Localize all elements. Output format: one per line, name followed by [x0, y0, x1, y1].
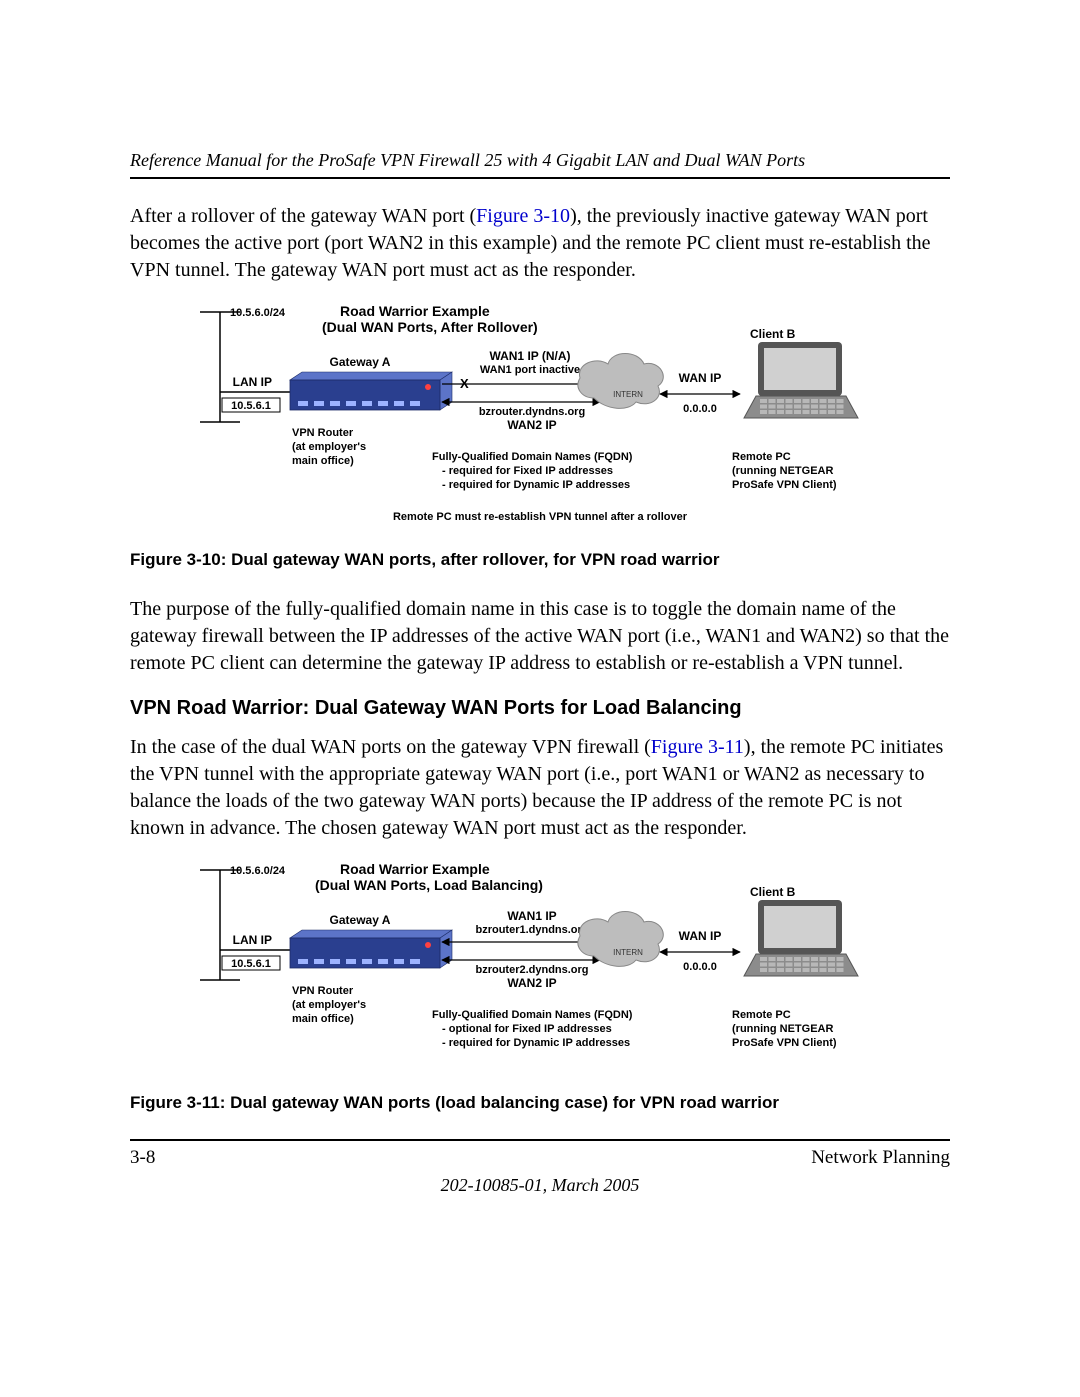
svg-text:(running NETGEAR: (running NETGEAR — [732, 1023, 833, 1035]
running-header: Reference Manual for the ProSafe VPN Fir… — [130, 150, 950, 171]
svg-text:main office): main office) — [292, 1013, 354, 1025]
svg-text:bzrouter.dyndns.org: bzrouter.dyndns.org — [479, 406, 585, 418]
svg-text:(Dual WAN Ports, Load Balancin: (Dual WAN Ports, Load Balancing) — [315, 877, 543, 893]
svg-text:VPN Router: VPN Router — [292, 985, 354, 997]
svg-text:Client B: Client B — [750, 327, 796, 341]
svg-text:Fully-Qualified Domain Names (: Fully-Qualified Domain Names (FQDN) — [432, 451, 633, 463]
figure-3-10-svg: 10.5.6.0/24 Road Warrior Example(Dual WAN… — [160, 302, 920, 542]
svg-text:LAN IP: LAN IP — [233, 375, 272, 389]
svg-text:Gateway A: Gateway A — [330, 913, 391, 927]
svg-text:ProSafe VPN Client): ProSafe VPN Client) — [732, 479, 837, 491]
header-rule — [130, 177, 950, 179]
svg-text:- optional for Fixed IP addres: - optional for Fixed IP addresses — [442, 1023, 612, 1035]
svg-text:(running NETGEAR: (running NETGEAR — [732, 465, 833, 477]
para3-pre: In the case of the dual WAN ports on the… — [130, 736, 651, 758]
svg-text:10.5.6.1: 10.5.6.1 — [231, 400, 271, 412]
footer-row: 3-8 Network Planning — [130, 1147, 950, 1169]
svg-text:WAN IP: WAN IP — [679, 929, 722, 943]
svg-text:- required for Dynamic IP addr: - required for Dynamic IP addresses — [442, 479, 630, 491]
paragraph-1: After a rollover of the gateway WAN port… — [130, 203, 950, 284]
svg-text:- required for Fixed IP addres: - required for Fixed IP addresses — [442, 465, 613, 477]
svg-text:10.5.6.0/24: 10.5.6.0/24 — [230, 865, 286, 877]
svg-text:Road Warrior Example: Road Warrior Example — [340, 861, 490, 877]
svg-text:WAN1 IP (N/A): WAN1 IP (N/A) — [489, 349, 570, 363]
svg-text:(Dual WAN Ports, After Rollove: (Dual WAN Ports, After Rollover) — [322, 319, 538, 335]
svg-text:0.0.0.0: 0.0.0.0 — [683, 961, 717, 973]
paragraph-3: In the case of the dual WAN ports on the… — [130, 734, 950, 842]
svg-text:0.0.0.0: 0.0.0.0 — [683, 403, 717, 415]
svg-text:LAN IP: LAN IP — [233, 933, 272, 947]
svg-text:Fully-Qualified Domain Names (: Fully-Qualified Domain Names (FQDN) — [432, 1009, 633, 1021]
footer-rule — [130, 1139, 950, 1141]
svg-text:X: X — [460, 376, 469, 391]
svg-text:(at employer's: (at employer's — [292, 441, 366, 453]
figure-ref-3-11[interactable]: Figure 3-11 — [651, 736, 744, 758]
figure-3-11-caption: Figure 3-11: Dual gateway WAN ports (loa… — [130, 1093, 950, 1113]
figure-ref-3-10[interactable]: Figure 3-10 — [476, 205, 570, 227]
footer-docnum: 202-10085-01, March 2005 — [130, 1175, 950, 1196]
figure-3-10-caption: Figure 3-10: Dual gateway WAN ports, aft… — [130, 550, 950, 570]
svg-text:WAN IP: WAN IP — [679, 371, 722, 385]
footer-section: Network Planning — [811, 1147, 950, 1169]
svg-text:bzrouter2.dyndns.org: bzrouter2.dyndns.org — [475, 964, 588, 976]
svg-text:WAN2 IP: WAN2 IP — [507, 418, 556, 432]
svg-text:10.5.6.0/24: 10.5.6.0/24 — [230, 307, 286, 319]
svg-text:bzrouter1.dyndns.org: bzrouter1.dyndns.org — [475, 924, 588, 936]
svg-text:Remote PC: Remote PC — [732, 1009, 791, 1021]
svg-text:Remote PC must re-establish VP: Remote PC must re-establish VPN tunnel a… — [393, 511, 688, 523]
svg-text:Client B: Client B — [750, 885, 796, 899]
svg-text:- required for Dynamic IP addr: - required for Dynamic IP addresses — [442, 1037, 630, 1049]
svg-text:VPN Router: VPN Router — [292, 427, 354, 439]
figure-3-10: 10.5.6.0/24 Road Warrior Example(Dual WAN… — [130, 302, 950, 542]
svg-text:INTERN: INTERN — [613, 390, 643, 399]
svg-text:10.5.6.1: 10.5.6.1 — [231, 958, 271, 970]
page: Reference Manual for the ProSafe VPN Fir… — [0, 0, 1080, 1256]
paragraph-2: The purpose of the fully-qualified domai… — [130, 596, 950, 677]
svg-text:WAN1 IP: WAN1 IP — [507, 909, 556, 923]
subsection-heading: VPN Road Warrior: Dual Gateway WAN Ports… — [130, 697, 950, 720]
svg-text:(at employer's: (at employer's — [292, 999, 366, 1011]
svg-text:Remote PC: Remote PC — [732, 451, 791, 463]
page-number: 3-8 — [130, 1147, 155, 1169]
svg-text:WAN1 port inactive: WAN1 port inactive — [480, 364, 580, 376]
svg-text:Road Warrior Example: Road Warrior Example — [340, 303, 490, 319]
figure-3-11: 10.5.6.0/24 Road Warrior Example(Dual WAN… — [130, 860, 950, 1085]
svg-text:WAN2 IP: WAN2 IP — [507, 976, 556, 990]
figure-3-11-svg: 10.5.6.0/24 Road Warrior Example(Dual WAN… — [160, 860, 920, 1085]
svg-text:Gateway A: Gateway A — [330, 355, 391, 369]
svg-text:main office): main office) — [292, 455, 354, 467]
svg-text:INTERN: INTERN — [613, 948, 643, 957]
svg-text:ProSafe VPN Client): ProSafe VPN Client) — [732, 1037, 837, 1049]
para1-pre: After a rollover of the gateway WAN port… — [130, 205, 476, 227]
